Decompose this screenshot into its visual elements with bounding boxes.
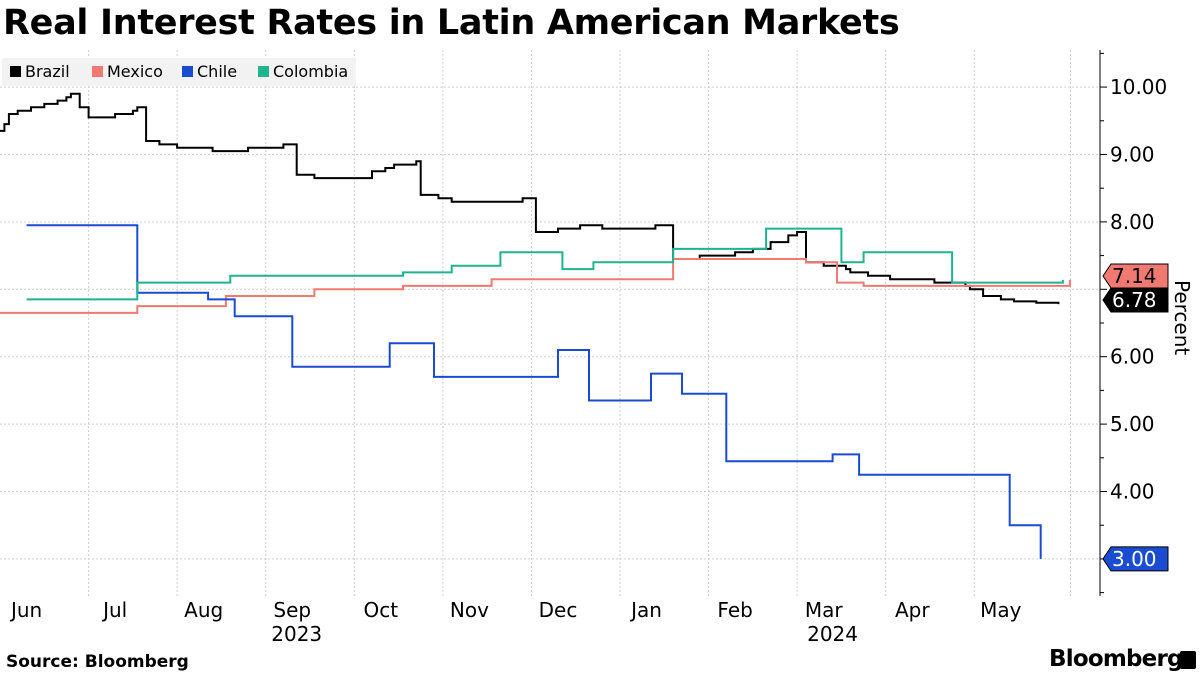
last-value-tag (1102, 546, 1169, 572)
x-tick-label: Nov (450, 598, 489, 622)
x-year-label: 2024 (807, 622, 858, 646)
legend-label-chile: Chile (197, 62, 237, 81)
legend-swatch-chile (182, 66, 193, 77)
y-tick-label: 6.00 (1110, 345, 1155, 369)
y-tick-label: 9.00 (1110, 142, 1155, 166)
y-tick-label: 10.00 (1110, 75, 1167, 99)
legend-label-mexico: Mexico (107, 62, 163, 81)
bloomberg-logo: Bloomberg (1049, 646, 1183, 672)
legend-background (2, 58, 356, 86)
x-tick-label: Jul (101, 598, 127, 622)
x-tick-label: Sep (273, 598, 311, 622)
x-year-label: 2023 (271, 622, 322, 646)
x-axis: Jun Jul Aug Sep Oct Nov Dec Jan Feb Mar Apr May 2023… (9, 598, 1022, 646)
series-layer (0, 92, 1071, 559)
legend-swatch-brazil (10, 66, 21, 77)
x-tick-label: Oct (364, 598, 399, 622)
bloomberg-logo-icon (1180, 651, 1196, 669)
last-value-tag (1102, 287, 1169, 313)
legend-label-colombia: Colombia (273, 62, 348, 81)
x-tick-label: Apr (895, 598, 930, 622)
legend-label-brazil: Brazil (25, 62, 70, 81)
chart-title: Real Interest Rates in Latin American Ma… (3, 3, 900, 43)
series-line-colombia (26, 227, 1064, 301)
last-value-tags: 7.146.78 3.00 (1102, 263, 1169, 572)
x-tick-label: Dec (539, 598, 578, 622)
series-line-brazil (0, 92, 1060, 305)
x-tick-label: Feb (717, 598, 752, 622)
series-line-mexico (0, 258, 1071, 314)
x-tick-label: May (980, 598, 1022, 622)
legend[interactable]: Brazil Mexico Chile Colombia (2, 58, 356, 86)
last-value-tag (1102, 263, 1169, 289)
y-tick-label: 8.00 (1110, 210, 1155, 234)
source-note: Source: Bloomberg (6, 652, 189, 672)
last-value-label: 7.14 (1112, 264, 1157, 288)
x-tick-label: Jan (629, 598, 662, 622)
y-tick-label: 5.00 (1110, 412, 1155, 436)
legend-swatch-mexico (92, 66, 103, 77)
last-value-label: 6.78 (1112, 288, 1157, 312)
series-line-chile (26, 224, 1042, 559)
x-tick-label: Jun (9, 598, 42, 622)
y-tick-label: 4.00 (1110, 480, 1155, 504)
x-tick-label: Aug (184, 598, 223, 622)
x-tick-label: Mar (805, 598, 844, 622)
legend-swatch-colombia (258, 66, 269, 77)
last-value-label: 3.00 (1112, 547, 1157, 571)
y-axis-label: Percent (1170, 280, 1194, 355)
gridlines (0, 50, 1100, 596)
